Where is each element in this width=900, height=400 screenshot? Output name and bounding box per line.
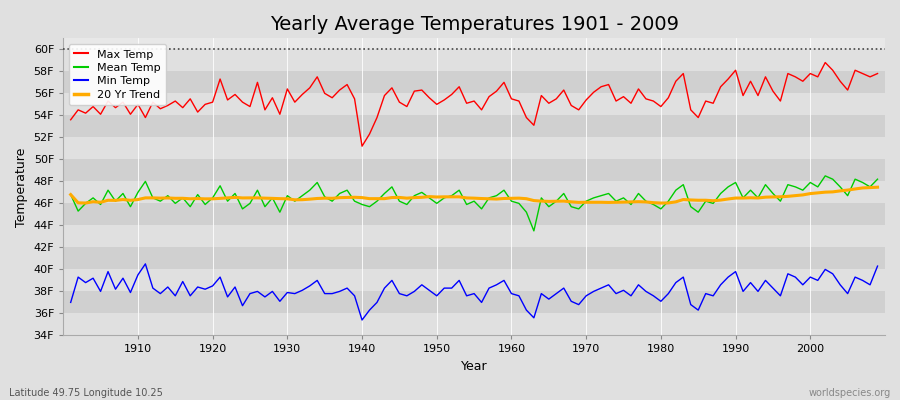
Legend: Max Temp, Mean Temp, Min Temp, 20 Yr Trend: Max Temp, Mean Temp, Min Temp, 20 Yr Tre… — [68, 44, 166, 106]
Bar — [63, 314, 885, 336]
Bar — [63, 71, 885, 93]
Bar — [63, 115, 885, 137]
Bar — [63, 159, 885, 181]
Bar — [63, 181, 885, 203]
Bar — [63, 49, 885, 71]
Bar — [63, 93, 885, 115]
Bar — [63, 137, 885, 159]
Bar — [63, 225, 885, 247]
Text: worldspecies.org: worldspecies.org — [809, 388, 891, 398]
Bar — [63, 203, 885, 225]
Y-axis label: Temperature: Temperature — [15, 147, 28, 226]
Bar — [63, 247, 885, 269]
Title: Yearly Average Temperatures 1901 - 2009: Yearly Average Temperatures 1901 - 2009 — [270, 15, 679, 34]
X-axis label: Year: Year — [461, 360, 488, 373]
Bar — [63, 269, 885, 292]
Text: Latitude 49.75 Longitude 10.25: Latitude 49.75 Longitude 10.25 — [9, 388, 163, 398]
Bar — [63, 292, 885, 314]
